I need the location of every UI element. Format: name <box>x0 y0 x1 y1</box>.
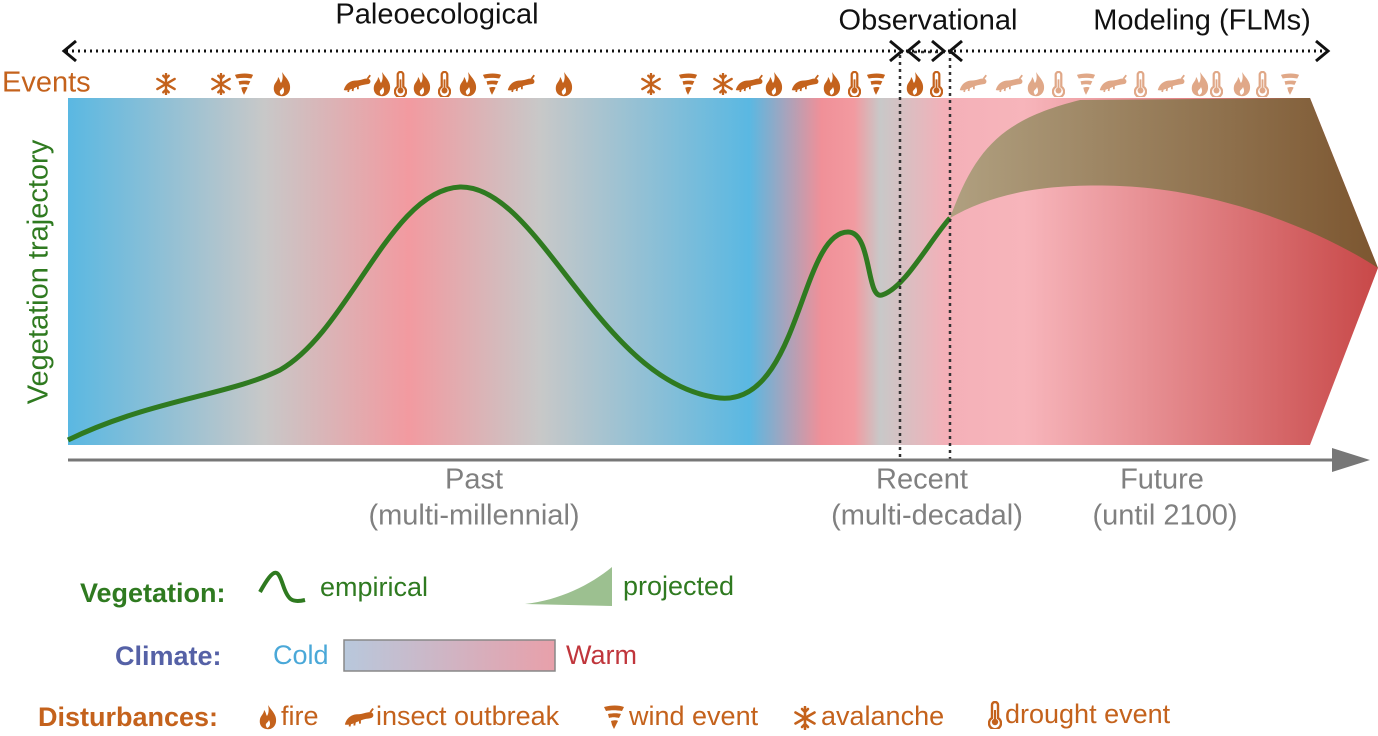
legend-item: drought event <box>1005 699 1171 729</box>
events-label: Events <box>2 67 91 99</box>
legend-label: Climate: <box>115 641 222 671</box>
event-icon <box>438 71 451 97</box>
event-icon <box>211 73 231 95</box>
climate-scale <box>343 639 556 672</box>
legend-item: insect outbreak <box>376 701 560 731</box>
event-icon <box>413 72 431 97</box>
legend-item: Warm <box>566 640 637 670</box>
period-detail: (until 2100) <box>1092 500 1237 532</box>
vegetation-curve <box>66 184 952 443</box>
event-icon <box>1256 71 1269 97</box>
period-detail: (multi-millennial) <box>368 500 579 532</box>
event-icon <box>734 74 764 93</box>
event-icon <box>713 73 733 95</box>
event-icon <box>459 72 477 97</box>
projected-icon <box>525 567 612 606</box>
event-icon <box>848 71 861 97</box>
event-icon <box>273 72 291 97</box>
legend-label: Disturbances: <box>38 702 218 732</box>
event-icon <box>678 73 698 95</box>
event-icon <box>156 73 176 95</box>
event-icon <box>641 73 661 95</box>
legend-item: avalanche <box>821 701 944 731</box>
y-axis-label: Vegetation trajectory <box>23 139 55 404</box>
phase-arrows <box>61 39 1331 63</box>
event-icon <box>1280 73 1300 95</box>
period-name: Future <box>1120 464 1204 496</box>
event-icon <box>958 74 988 93</box>
event-icon <box>482 73 502 95</box>
event-icon <box>394 71 407 97</box>
legend-label: Vegetation: <box>80 578 226 608</box>
event-icon <box>506 74 536 93</box>
legend-item: empirical <box>320 572 428 602</box>
phase-label: Paleoecological <box>335 0 538 31</box>
event-icons <box>156 71 1300 97</box>
event-icon <box>994 74 1024 93</box>
event-icon <box>790 74 820 93</box>
phase-label: Observational <box>839 5 1018 37</box>
event-icon <box>930 71 943 97</box>
event-icon <box>373 72 391 97</box>
event-icon <box>1210 71 1223 97</box>
event-icon <box>765 72 783 97</box>
event-icon <box>1191 72 1209 97</box>
event-icon <box>1052 71 1065 97</box>
event-icon <box>823 72 841 97</box>
legend-item: fire <box>281 701 319 731</box>
legend-item: wind event <box>628 701 759 731</box>
period-name: Past <box>445 464 503 496</box>
event-icon <box>1233 72 1251 97</box>
legend-item: Cold <box>273 640 329 670</box>
empirical-icon <box>258 570 306 604</box>
period-name: Recent <box>876 464 968 496</box>
period-detail: (multi-decadal) <box>831 500 1023 532</box>
phase-label: Modeling (FLMs) <box>1093 5 1311 37</box>
legend-item: projected <box>623 571 734 601</box>
projected-envelope <box>950 98 1378 268</box>
event-icon <box>1156 74 1186 93</box>
event-icon <box>906 72 924 97</box>
event-icon <box>342 74 372 93</box>
event-icon <box>1098 74 1128 93</box>
event-icon <box>555 72 573 97</box>
event-icon <box>1076 73 1096 95</box>
event-icon <box>1027 72 1045 97</box>
event-icon <box>866 73 886 95</box>
event-icon <box>234 73 254 95</box>
time-axis-arrow <box>1332 448 1370 472</box>
event-icon <box>1134 71 1147 97</box>
